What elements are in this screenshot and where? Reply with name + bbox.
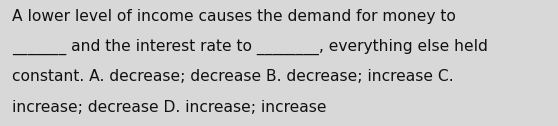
Text: A lower level of income causes the demand for money to: A lower level of income causes the deman… <box>12 9 456 24</box>
Text: constant. A. decrease; decrease B. decrease; increase C.: constant. A. decrease; decrease B. decre… <box>12 69 454 84</box>
Text: _______ and the interest rate to ________, everything else held: _______ and the interest rate to _______… <box>12 39 488 55</box>
Text: increase; decrease D. increase; increase: increase; decrease D. increase; increase <box>12 100 327 115</box>
